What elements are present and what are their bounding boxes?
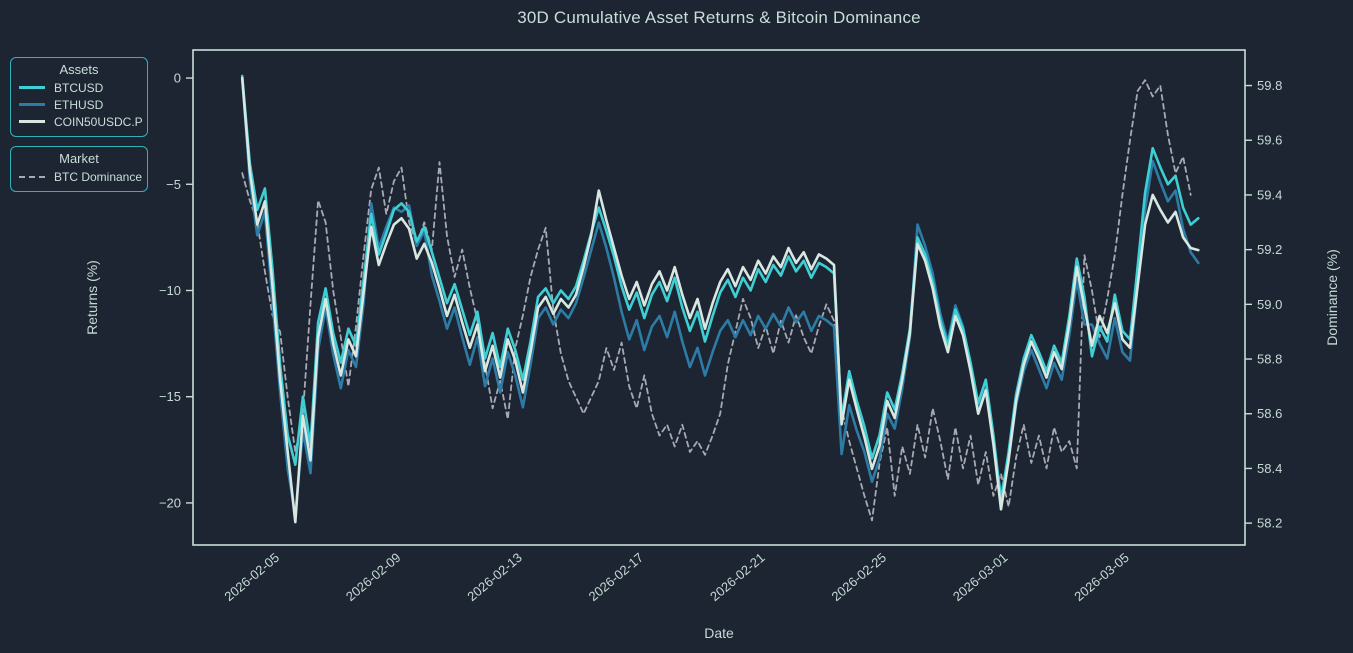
y-left-tick-label: −10 — [159, 283, 181, 298]
legend-item-ethusd[interactable]: ETHUSD — [19, 96, 139, 113]
x-tick-label: 2026-02-17 — [586, 550, 647, 604]
legend-market: Market BTC Dominance — [10, 146, 148, 192]
ethusd-line-swatch — [19, 103, 45, 106]
legend-item-btc-dominance[interactable]: BTC Dominance — [19, 168, 143, 185]
chart-title: 30D Cumulative Asset Returns & Bitcoin D… — [517, 8, 921, 27]
y-right-tick-label: 59.4 — [1257, 187, 1282, 202]
y-right-tick-label: 59.6 — [1257, 133, 1282, 148]
btcusd-line-swatch — [19, 86, 45, 89]
x-tick-label: 2026-02-25 — [828, 550, 889, 604]
x-tick-label: 2026-03-05 — [1071, 550, 1132, 604]
y-left-axis-title: Returns (%) — [84, 260, 100, 335]
legend-item-btcusd-label: BTCUSD — [54, 80, 104, 95]
x-tick-label: 2026-02-21 — [707, 550, 768, 604]
legend-item-ethusd-label: ETHUSD — [54, 97, 104, 112]
btc-dominance-line — [241, 79, 1192, 522]
y-right-tick-label: 58.4 — [1257, 461, 1282, 476]
x-tick-label: 2026-02-13 — [464, 550, 525, 604]
y-right-tick-label: 59.8 — [1257, 78, 1282, 93]
plot-border — [192, 49, 1246, 546]
y-right-tick-label: 58.8 — [1257, 352, 1282, 367]
btcusd-line — [240, 74, 1200, 503]
ethusd-line — [240, 76, 1200, 518]
x-tick-label: 2026-02-05 — [221, 550, 282, 604]
legend-assets: Assets BTCUSD ETHUSD COIN50USDC.P — [10, 57, 148, 137]
legend-item-coin50usdc-p[interactable]: COIN50USDC.P — [19, 113, 143, 130]
y-right-tick-label: 58.6 — [1257, 406, 1282, 421]
x-axis-title: Date — [704, 625, 734, 641]
y-left-tick-label: 0 — [174, 71, 181, 86]
legend-market-title: Market — [59, 151, 99, 166]
legend-item-coin50usdc-p-label: COIN50USDC.P — [54, 114, 143, 129]
legend-item-btcusd[interactable]: BTCUSD — [19, 79, 139, 96]
y-left-tick-label: −15 — [159, 389, 181, 404]
coin50usdc-p-line-swatch — [19, 120, 45, 123]
y-right-tick-label: 59.0 — [1257, 297, 1282, 312]
y-right-axis-title: Dominance (%) — [1324, 249, 1340, 345]
btc-dominance-line-swatch — [19, 175, 45, 178]
legend-assets-title: Assets — [59, 62, 99, 77]
y-left-tick-label: −20 — [159, 495, 181, 510]
x-tick-label: 2026-03-01 — [950, 550, 1011, 604]
legend-item-btc-dominance-label: BTC Dominance — [54, 169, 143, 184]
y-right-tick-label: 59.2 — [1257, 242, 1282, 257]
x-tick-label: 2026-02-09 — [343, 550, 404, 604]
y-left-tick-label: −5 — [166, 177, 181, 192]
y-right-tick-label: 58.2 — [1257, 516, 1282, 531]
coin50usdc-p-line — [240, 76, 1200, 524]
